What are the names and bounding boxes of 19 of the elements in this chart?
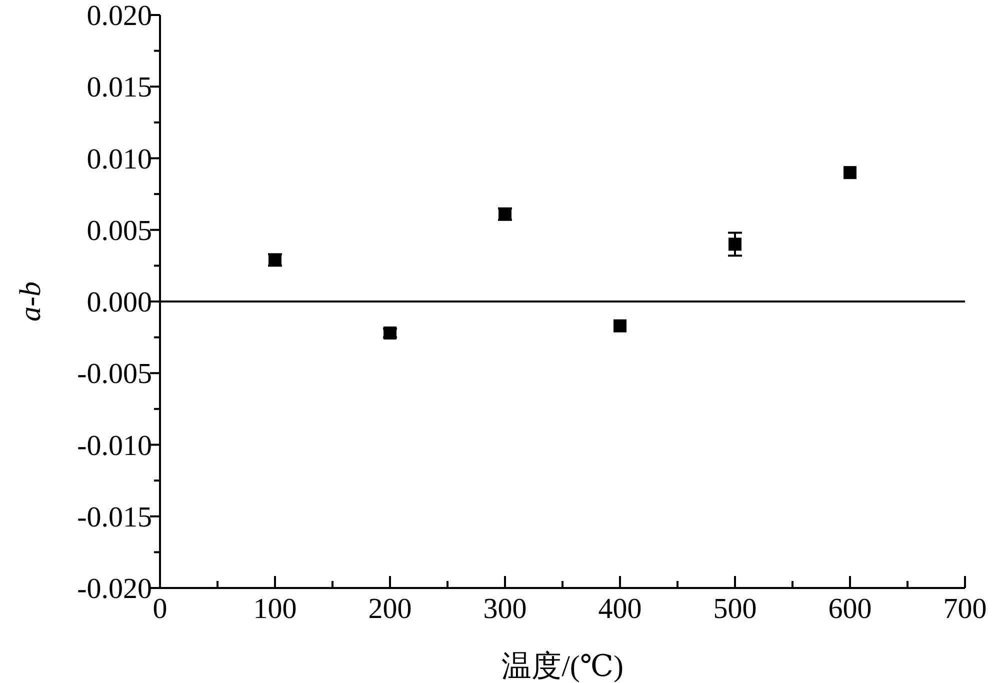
y-tick-label: 0.000	[86, 286, 152, 318]
y-tick-label: -0.020	[77, 573, 152, 605]
x-tick-label: 300	[483, 593, 527, 625]
x-tick-label: 700	[943, 593, 987, 625]
x-tick-label: 200	[368, 593, 412, 625]
y-tick-label: 0.020	[86, 0, 152, 32]
y-tick-label: -0.010	[77, 430, 152, 462]
x-tick-label: 400	[598, 593, 642, 625]
y-tick-label: -0.015	[77, 501, 152, 534]
x-tick-label: 600	[828, 593, 872, 625]
x-axis-title: 温度/(℃)	[502, 650, 624, 683]
x-tick-label: 0	[152, 593, 168, 625]
y-tick-label: 0.015	[86, 72, 152, 104]
x-tick-label: 500	[713, 593, 757, 625]
y-axis-title: a-b	[14, 282, 47, 322]
y-tick-label: -0.005	[77, 358, 152, 390]
y-tick-label: 0.010	[86, 143, 152, 176]
y-tick-label: 0.005	[86, 214, 152, 247]
x-tick-label: 100	[253, 593, 297, 625]
